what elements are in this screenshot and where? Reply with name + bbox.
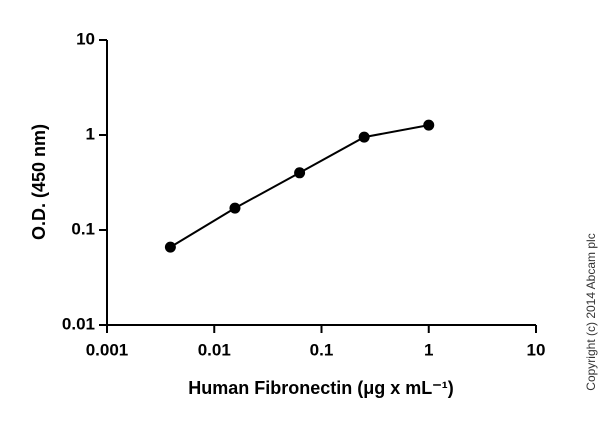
data-point [358, 131, 370, 143]
series-line [169, 124, 429, 248]
data-point [294, 167, 306, 179]
y-axis-label: O.D. (450 nm) [29, 124, 49, 240]
data-point [229, 202, 241, 214]
data-point [423, 119, 435, 131]
data-point [164, 241, 176, 253]
x-tick-label: 0.001 [86, 340, 129, 359]
x-axis-label: Human Fibronectin (μg x mL⁻¹) [188, 378, 454, 398]
x-tick-label: 0.1 [310, 340, 334, 359]
x-tick-label: 0.01 [198, 340, 231, 359]
y-tick-label: 10 [76, 29, 95, 48]
y-tick-label: 0.01 [62, 314, 95, 333]
x-tick-label: 10 [527, 340, 546, 359]
x-tick-label: 1 [424, 340, 433, 359]
y-tick-label: 0.1 [71, 219, 95, 238]
copyright: Copyright (c) 2014 Abcam plc [584, 233, 598, 390]
y-tick-label: 1 [86, 124, 95, 143]
